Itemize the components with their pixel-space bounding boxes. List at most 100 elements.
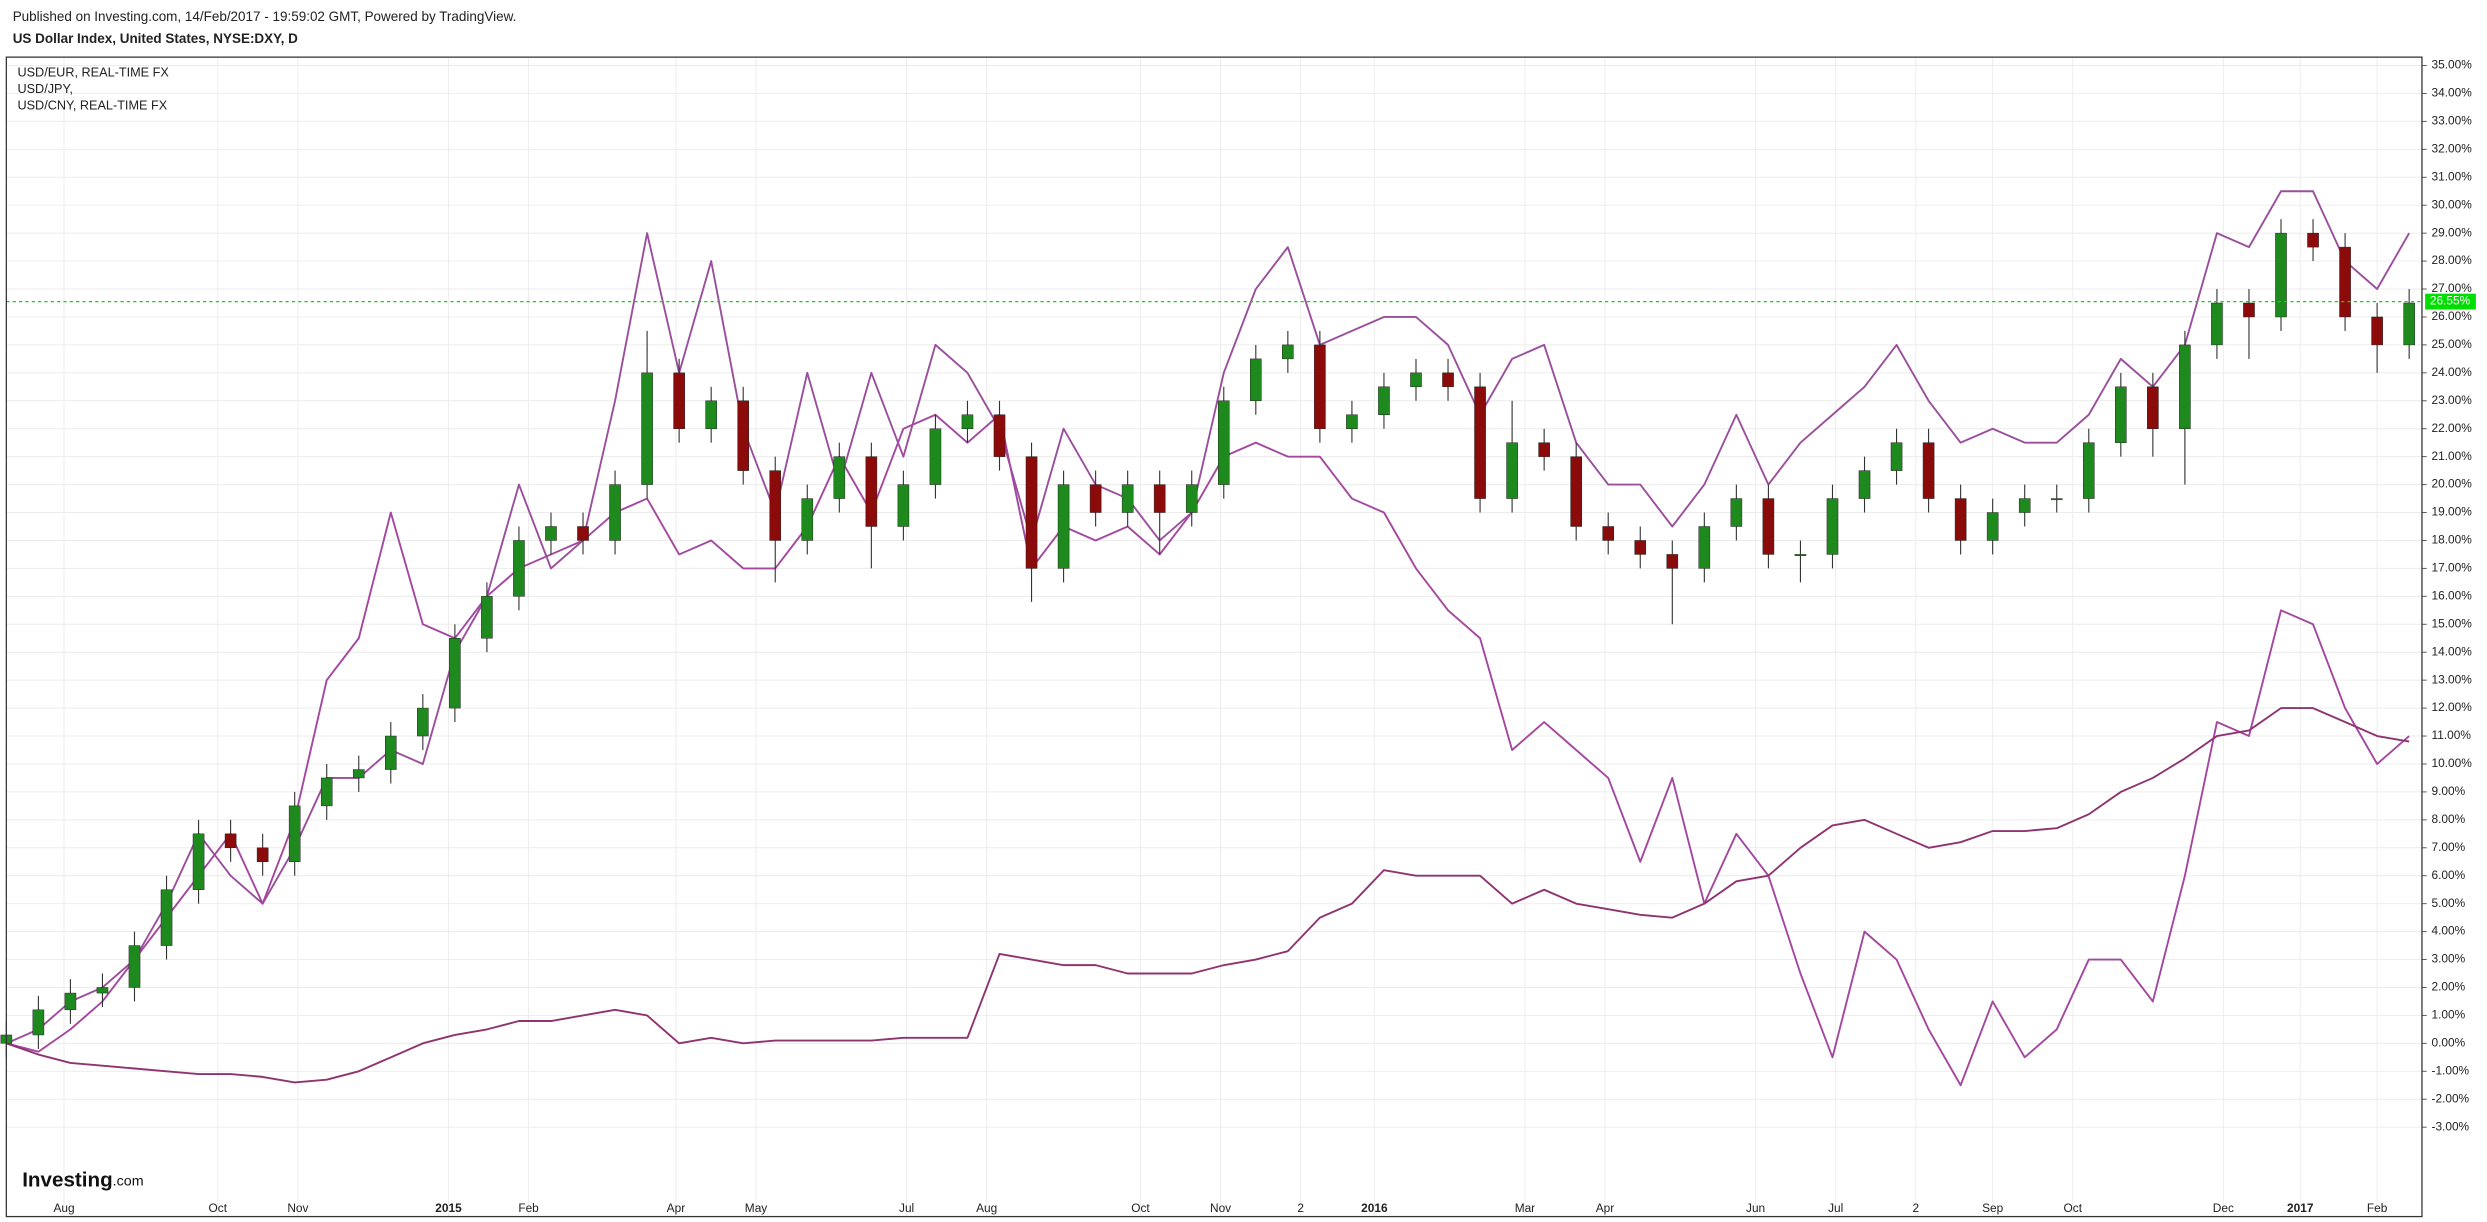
y-tick-label: 16.00% bbox=[2431, 588, 2472, 602]
candle-body bbox=[1089, 484, 1102, 513]
series-line bbox=[6, 707, 2410, 1084]
candle-body bbox=[2275, 232, 2287, 318]
candle-body bbox=[609, 484, 621, 541]
legend-entry: USD/JPY, bbox=[17, 82, 72, 96]
candle-body bbox=[481, 596, 493, 639]
chart-title: US Dollar Index, United States, NYSE:DXY… bbox=[13, 31, 298, 46]
y-tick-label: 24.00% bbox=[2431, 365, 2472, 379]
y-tick-label: 12.00% bbox=[2431, 700, 2472, 714]
candle-body bbox=[577, 526, 589, 541]
series-line bbox=[5, 190, 2410, 1045]
y-tick-label: 13.00% bbox=[2431, 672, 2472, 686]
candle-body bbox=[2211, 302, 2223, 346]
candle-body bbox=[2243, 302, 2255, 318]
candle-body bbox=[1986, 512, 1999, 541]
x-tick-label: Aug bbox=[976, 1201, 997, 1215]
candle-body bbox=[1634, 540, 1647, 555]
candle-body bbox=[1666, 554, 1679, 569]
candle-body bbox=[1346, 414, 1358, 429]
y-tick-label: 34.00% bbox=[2431, 86, 2472, 100]
x-tick-label: Feb bbox=[518, 1201, 539, 1215]
watermark: Investing.com bbox=[22, 1169, 143, 1192]
y-tick-label: 14.00% bbox=[2431, 644, 2472, 658]
legend-entry: USD/EUR, REAL-TIME FX bbox=[17, 65, 169, 79]
x-tick-label: 2015 bbox=[435, 1201, 462, 1215]
y-tick-label: 18.00% bbox=[2431, 533, 2472, 547]
x-tick-label: Jul bbox=[1828, 1201, 1843, 1215]
y-tick-label: -2.00% bbox=[2431, 1091, 2469, 1105]
x-tick-label: 2016 bbox=[1361, 1201, 1388, 1215]
candle-body bbox=[1794, 554, 1807, 556]
candle-body bbox=[865, 456, 878, 527]
candle-body bbox=[2018, 498, 2031, 513]
y-tick-label: 26.00% bbox=[2431, 309, 2472, 323]
y-tick-label: 32.00% bbox=[2431, 141, 2472, 155]
watermark-suffix: .com bbox=[113, 1173, 144, 1189]
candle-body bbox=[449, 638, 461, 709]
candle-body bbox=[2050, 498, 2063, 501]
candle-body bbox=[1762, 498, 1775, 555]
x-tick-label: Jun bbox=[1746, 1201, 1765, 1215]
y-tick-label: 33.00% bbox=[2431, 114, 2472, 128]
candle-body bbox=[1442, 372, 1454, 388]
candle-body bbox=[1410, 372, 1422, 388]
y-tick-label: 15.00% bbox=[2431, 616, 2472, 630]
y-tick-label: 28.00% bbox=[2431, 253, 2472, 267]
x-tick-label: Apr bbox=[1596, 1201, 1615, 1215]
plot-area bbox=[0, 57, 2427, 1217]
candle-body bbox=[1378, 386, 1390, 415]
published-note: Published on Investing.com, 14/Feb/2017 … bbox=[13, 9, 517, 24]
candle-body bbox=[2371, 316, 2383, 346]
y-tick-label: 4.00% bbox=[2431, 924, 2465, 938]
y-tick-label: 25.00% bbox=[2431, 337, 2472, 351]
y-tick-label: 21.00% bbox=[2431, 449, 2472, 463]
y-tick-label: 3.00% bbox=[2431, 952, 2465, 966]
y-tick-label: 19.00% bbox=[2431, 505, 2472, 519]
candle-body bbox=[32, 1009, 45, 1036]
x-tick-label: May bbox=[745, 1201, 767, 1215]
candle-body bbox=[1826, 498, 1839, 555]
candle-body bbox=[2307, 232, 2319, 248]
candle-body bbox=[1025, 456, 1038, 569]
y-tick-label: 0.00% bbox=[2431, 1035, 2465, 1049]
y-tick-label: 20.00% bbox=[2431, 477, 2472, 491]
candle-body bbox=[224, 833, 237, 849]
candle-body bbox=[1153, 484, 1166, 513]
candle-body bbox=[1570, 456, 1582, 527]
y-tick-label: 6.00% bbox=[2431, 868, 2465, 882]
watermark-brand: Investing bbox=[22, 1169, 112, 1192]
x-tick-label: Sep bbox=[1982, 1201, 2004, 1215]
y-tick-label: 1.00% bbox=[2431, 1008, 2465, 1022]
x-tick-label: 2017 bbox=[2287, 1201, 2314, 1215]
x-tick-label: Aug bbox=[53, 1201, 74, 1215]
candle-body bbox=[2082, 442, 2095, 499]
x-tick-label: Oct bbox=[1131, 1201, 1150, 1215]
candle-body bbox=[1057, 484, 1070, 569]
y-tick-label: 7.00% bbox=[2431, 840, 2465, 854]
y-tick-label: 2.00% bbox=[2431, 980, 2465, 994]
candle-body bbox=[673, 372, 685, 429]
x-tick-label: Oct bbox=[209, 1201, 228, 1215]
candle-body bbox=[1698, 526, 1711, 569]
candle-body bbox=[705, 400, 717, 429]
x-tick-label: Mar bbox=[1515, 1201, 1535, 1215]
x-tick-label: Feb bbox=[2367, 1201, 2388, 1215]
y-tick-label: 10.00% bbox=[2431, 756, 2472, 770]
y-tick-label: 27.00% bbox=[2431, 281, 2472, 295]
candle-body bbox=[192, 833, 205, 890]
y-tick-label: 11.00% bbox=[2431, 728, 2471, 742]
candle-body bbox=[385, 735, 397, 770]
x-tick-label: 2 bbox=[1912, 1201, 1919, 1215]
candle-body bbox=[929, 428, 942, 485]
y-tick-label: 35.00% bbox=[2431, 58, 2472, 72]
y-tick-label: 29.00% bbox=[2431, 225, 2472, 239]
candle-body bbox=[1858, 470, 1871, 499]
candle-body bbox=[961, 414, 974, 429]
candle-body bbox=[417, 707, 429, 737]
candle-body bbox=[1602, 526, 1615, 541]
candle-body bbox=[128, 945, 141, 988]
candle-body bbox=[993, 414, 1006, 457]
y-tick-label: 17.00% bbox=[2431, 561, 2472, 575]
